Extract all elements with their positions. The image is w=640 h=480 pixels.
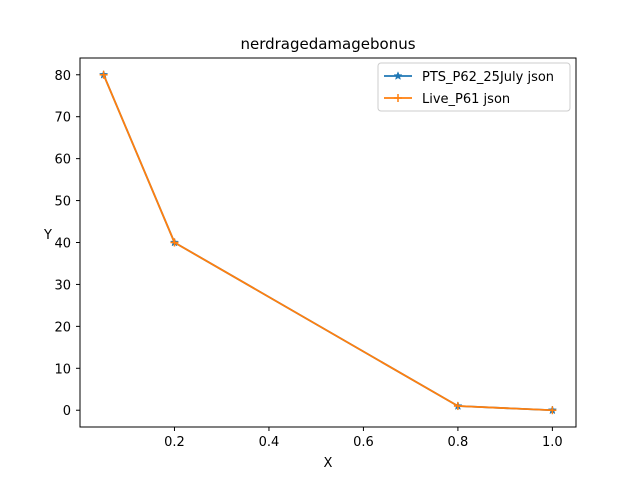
x-tick-label: 1.0 <box>542 435 563 450</box>
y-tick-label: 40 <box>54 237 71 252</box>
y-tick-label: 30 <box>54 278 71 293</box>
data-point <box>453 402 462 411</box>
series-line-1 <box>102 73 554 412</box>
y-tick-label: 70 <box>54 111 71 126</box>
y-tick-label: 10 <box>54 362 71 377</box>
legend: PTS_P62_25July json Live_P61 json <box>377 62 571 112</box>
y-tick-label: 0 <box>63 404 71 419</box>
axes: 0.2 0.4 0.6 0.8 1.0 0 10 20 30 40 50 60 70 80 <box>54 57 577 450</box>
y-tick-label: 60 <box>54 153 71 168</box>
data-point <box>548 406 557 415</box>
plot-area <box>98 69 558 415</box>
x-tick-label: 0.2 <box>164 435 185 450</box>
legend-marker-star-icon <box>393 71 403 80</box>
x-axis-label: X <box>324 456 333 471</box>
y-tick-label: 80 <box>54 69 71 84</box>
x-tick-label: 0.4 <box>259 435 280 450</box>
x-tick-label: 0.6 <box>353 435 374 450</box>
data-point <box>170 238 179 247</box>
legend-label-1: Live_P61 json <box>422 92 510 107</box>
y-tick-label: 20 <box>54 320 71 335</box>
chart-title: nerdragedamagebonus <box>240 35 415 53</box>
y-tick-label: 50 <box>54 195 71 210</box>
legend-label-0: PTS_P62_25July json <box>422 70 554 85</box>
x-tick-label: 0.8 <box>448 435 469 450</box>
data-point <box>99 70 108 79</box>
y-axis-label: Y <box>43 228 52 243</box>
legend-box <box>377 62 571 112</box>
